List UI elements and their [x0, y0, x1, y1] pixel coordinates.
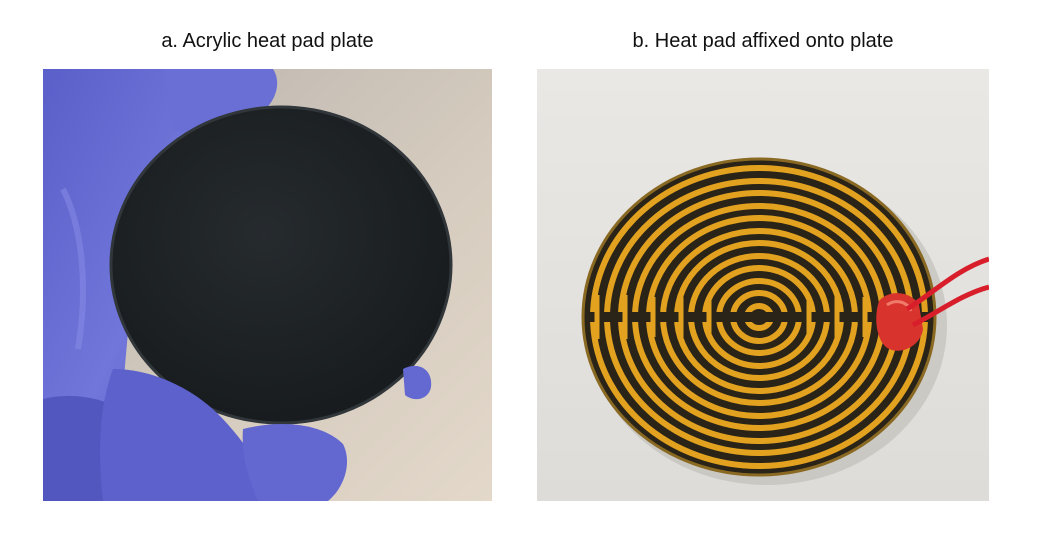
- photo-heat-pad: [537, 69, 989, 501]
- disc-edge: [109, 105, 453, 425]
- glove-thumb: [100, 369, 274, 501]
- caption-panel-a: a. Acrylic heat pad plate: [161, 30, 374, 52]
- heat-pad-illustration: [537, 69, 989, 501]
- trace-center-gap: [589, 312, 929, 322]
- trace-cross-links: [594, 295, 896, 339]
- acrylic-plate-illustration: [43, 69, 492, 501]
- photo-acrylic-plate: [43, 69, 492, 501]
- red-wire-lower: [911, 284, 989, 328]
- disc-rim: [581, 157, 937, 477]
- acrylic-disc: [111, 107, 451, 423]
- caption-panel-b: b. Heat pad affixed onto plate: [632, 30, 894, 52]
- glove-palm: [43, 69, 244, 501]
- red-wire-upper: [905, 256, 989, 312]
- glove-highlight: [60, 187, 86, 350]
- glove-fingertip-right: [403, 365, 432, 400]
- glove-finger-lower: [242, 424, 348, 501]
